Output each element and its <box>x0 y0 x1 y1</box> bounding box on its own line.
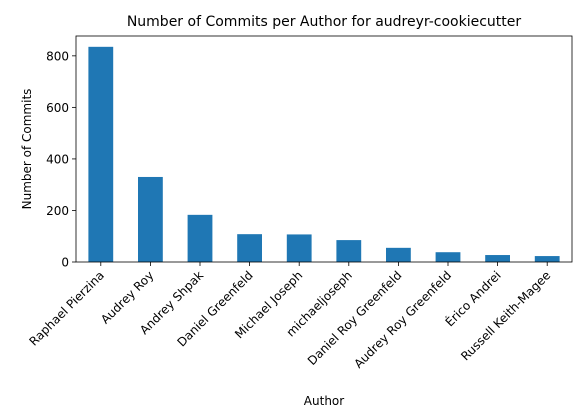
bar <box>534 256 560 262</box>
bar <box>386 247 411 262</box>
bar <box>485 255 510 262</box>
y-axis-label: Number of Commits <box>20 89 34 210</box>
y-axis-ticks: 0 200 400 600 800 <box>46 49 76 270</box>
bar <box>336 240 362 262</box>
plot-frame <box>75 35 573 263</box>
bar <box>237 234 262 262</box>
bar <box>88 46 114 262</box>
chart-title: Number of Commits per Author for audreyr… <box>127 14 522 30</box>
bar <box>138 176 163 262</box>
y-tick-label: 0 <box>61 256 69 270</box>
bar <box>187 214 213 262</box>
x-axis-label: Author <box>304 394 344 408</box>
y-tick-label: 400 <box>46 152 69 166</box>
bars-group <box>88 46 560 262</box>
y-tick-label: 200 <box>46 204 69 218</box>
y-tick-label: 800 <box>46 49 69 63</box>
bar <box>286 234 312 262</box>
bar <box>435 252 461 262</box>
y-tick-label: 600 <box>46 101 69 115</box>
